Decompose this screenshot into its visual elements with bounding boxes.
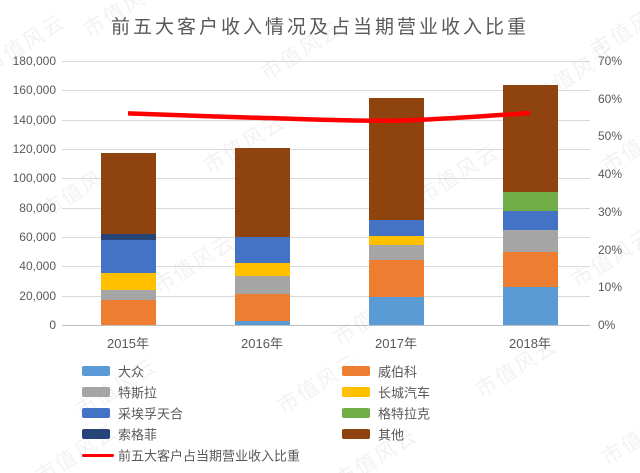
y-axis-tick-left: 180,000 [12, 54, 56, 68]
bar-segment-4 [234, 237, 290, 264]
bar-segment-7 [100, 153, 156, 234]
legend-swatch [82, 429, 110, 439]
y-axis-tick-left: 40,000 [19, 259, 56, 274]
grid-line [62, 266, 590, 267]
chart-title: 前五大客户收入情况及占当期营业收入比重 [110, 17, 529, 38]
bar-segment-7 [368, 98, 424, 220]
y-axis-tick-left: 0 [49, 318, 56, 332]
y-axis-tick-left: 140,000 [12, 112, 56, 127]
bar-segment-2 [234, 276, 290, 294]
y-axis-tick-right: 50% [598, 129, 623, 144]
legend-label: 其他 [378, 427, 405, 443]
grid-line [62, 296, 590, 297]
grid-line [62, 237, 590, 238]
legend-swatch [82, 366, 110, 376]
bar-segment-1 [502, 251, 558, 287]
bar-segment-4 [502, 210, 558, 230]
watermark-text: 市值风云 [331, 424, 422, 473]
bar-segment-1 [234, 294, 290, 321]
legend-label: 格特拉克 [378, 406, 431, 422]
y-axis-tick-left: 160,000 [12, 83, 56, 98]
grid-line [62, 178, 590, 179]
legend-swatch [342, 366, 370, 376]
bar-segment-0 [368, 296, 424, 325]
legend-line-label: 前五大客户占当期营业收入比重 [118, 448, 301, 464]
x-axis-line [62, 325, 590, 326]
legend-swatch [82, 387, 110, 397]
legend-label: 大众 [118, 364, 145, 380]
y-axis-tick-right: 30% [598, 204, 623, 219]
bar-segment-4 [368, 220, 424, 236]
y-axis-tick-left: 100,000 [12, 171, 56, 186]
bar-segment-3 [100, 272, 156, 290]
legend-label: 长城汽车 [378, 385, 431, 401]
bar-segment-1 [368, 259, 424, 297]
bar-segment-3 [234, 263, 290, 277]
bar-segment-7 [234, 147, 290, 238]
bar-segment-2 [368, 244, 424, 260]
legend-swatch [82, 408, 110, 418]
legend-label: 索格菲 [118, 427, 158, 443]
y-axis-tick-left: 20,000 [19, 288, 56, 303]
grid-line [62, 90, 590, 91]
bar-segment-3 [368, 235, 424, 245]
y-axis-tick-left: 80,000 [19, 200, 56, 215]
bar-segment-1 [100, 299, 156, 325]
y-axis-tick-right: 70% [598, 54, 623, 68]
grid-line [62, 208, 590, 209]
bar-segment-4 [100, 239, 156, 273]
y-axis-tick-right: 20% [598, 242, 623, 257]
legend-label: 威伯科 [378, 364, 418, 380]
y-axis-tick-left: 60,000 [19, 230, 56, 244]
y-axis-tick-right: 0% [598, 318, 616, 332]
bar-segment-0 [502, 286, 558, 325]
x-axis-label: 2017年 [375, 336, 417, 351]
watermark-text: 市值风云 [413, 140, 504, 209]
legend-label: 特斯拉 [118, 385, 158, 401]
legend-swatch [342, 408, 370, 418]
x-axis-label: 2015年 [107, 336, 149, 351]
legend-swatch [342, 387, 370, 397]
legend-label: 采埃孚天合 [118, 406, 184, 422]
grid-line [62, 149, 590, 150]
watermark-text: 市值风云 [31, 420, 122, 473]
y-axis-tick-left: 120,000 [12, 142, 56, 156]
y-axis-tick-right: 40% [598, 167, 623, 182]
x-axis-label: 2016年 [241, 336, 283, 351]
bar-segment-5 [502, 191, 558, 211]
y-axis-tick-right: 60% [598, 91, 623, 106]
bar-segment-2 [502, 230, 558, 252]
legend-swatch [342, 429, 370, 439]
x-axis-label: 2018年 [509, 336, 551, 351]
bar-segment-6 [100, 233, 156, 240]
bar-segment-2 [100, 289, 156, 300]
watermark-text: 市值风云 [597, 402, 640, 471]
legend-line-swatch [82, 454, 114, 457]
bar-segment-7 [502, 84, 558, 192]
grid-line [62, 61, 590, 62]
bar-segment-0 [234, 320, 290, 325]
y-axis-tick-right: 10% [598, 280, 623, 295]
